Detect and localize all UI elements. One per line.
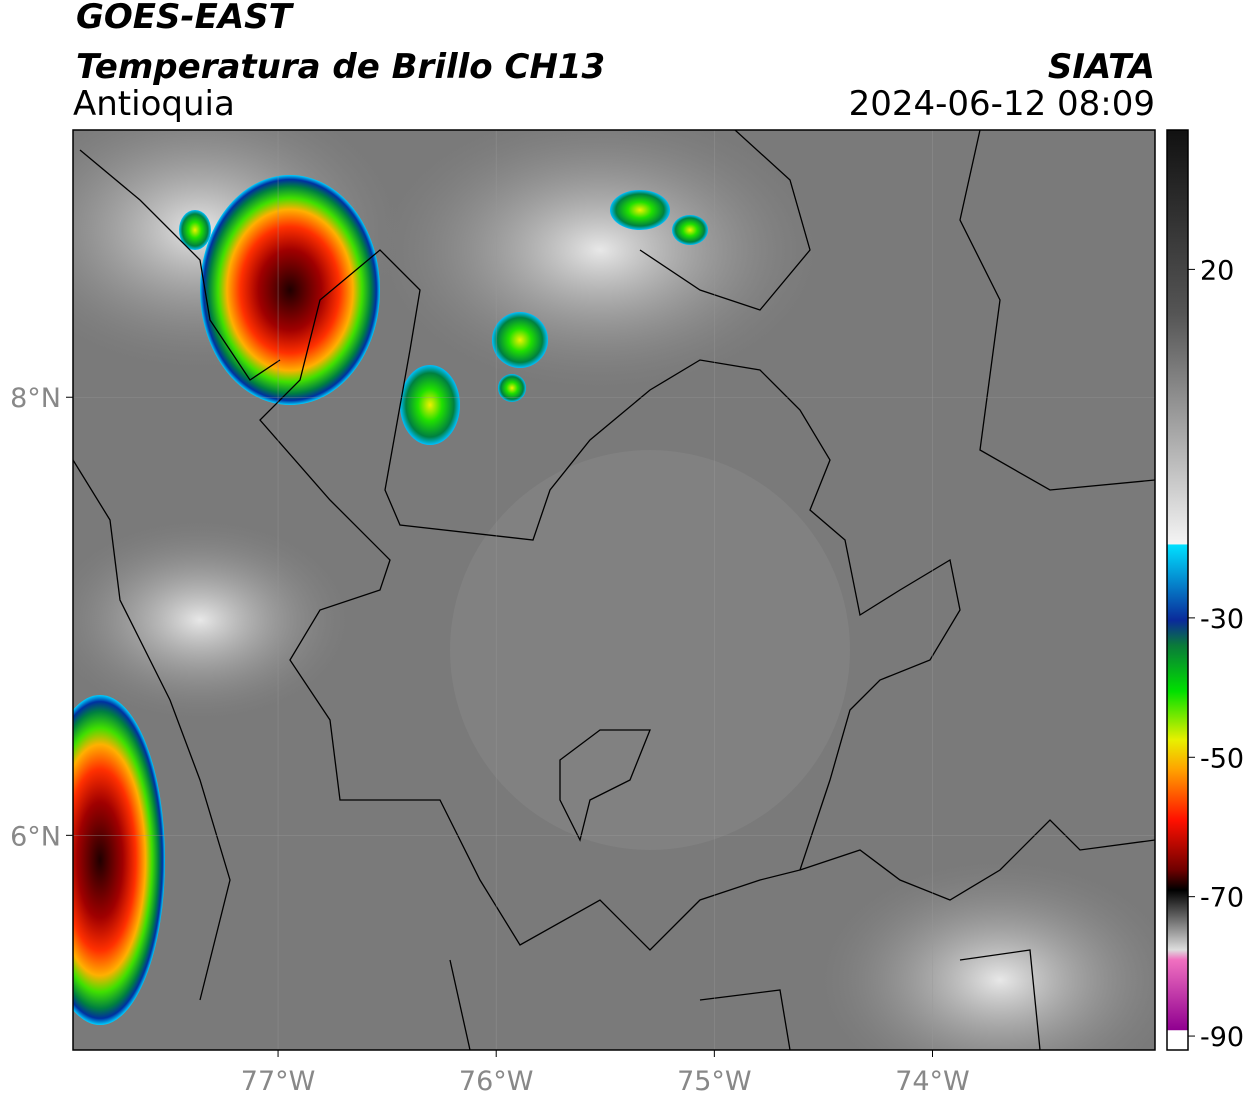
colorbar-tick-label: -50 [1200, 743, 1244, 774]
title: GOES-EAST [76, 0, 295, 37]
region: Antioquia [73, 84, 235, 124]
subtitle: Temperatura de Brillo CH13 [76, 47, 605, 87]
y-tick-label: 8°N [10, 383, 61, 414]
source: SIATA [1048, 47, 1155, 87]
y-tick-label: 6°N [10, 821, 61, 852]
colorbar-tick-label: -30 [1200, 604, 1244, 635]
colorbar-tick-label: 20 [1200, 255, 1234, 286]
map-frame [72, 129, 1156, 1051]
x-tick-label: 77°W [241, 1066, 316, 1097]
x-tick-label: 76°W [459, 1066, 534, 1097]
colorbar-tick-label: -90 [1200, 1022, 1244, 1053]
colorbar-tick-label: -70 [1200, 883, 1244, 914]
satellite-image [73, 130, 1155, 1050]
datetime: 2024-06-12 08:09 [849, 84, 1155, 124]
colorbar [1166, 129, 1189, 1051]
x-tick-label: 74°W [895, 1066, 970, 1097]
grid [73, 130, 1155, 1050]
x-tick-label: 75°W [677, 1066, 752, 1097]
